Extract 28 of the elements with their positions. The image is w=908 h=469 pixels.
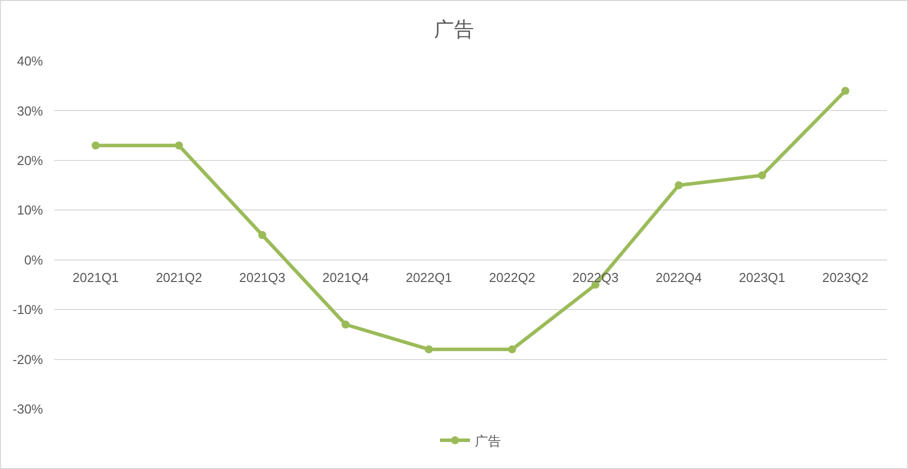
x-tick-label: 2023Q1 <box>738 270 786 285</box>
point <box>258 231 266 239</box>
y-tick-label: -30% <box>12 402 44 417</box>
y-tick-label: 30% <box>16 103 44 118</box>
x-tick-label: 2023Q2 <box>822 270 868 285</box>
x-tick-label: 2021Q2 <box>156 270 202 285</box>
y-tick-label: 0% <box>24 252 44 268</box>
point <box>841 86 850 95</box>
y-tick-label: -10% <box>12 302 44 318</box>
x-tick-label: 2021Q3 <box>239 270 286 285</box>
point <box>674 181 683 190</box>
x-tick-label: 2021Q4 <box>322 270 369 285</box>
point <box>92 142 100 150</box>
y-tick-label: -20% <box>12 352 44 367</box>
x-tick-label: 2021Q1 <box>72 270 119 285</box>
x-tick-label: 2022Q4 <box>656 270 702 285</box>
chart-title: 广告 <box>434 19 474 42</box>
x-tick-label: 2022Q1 <box>406 270 452 285</box>
y-tick-label: 40% <box>16 54 44 69</box>
point <box>342 320 350 328</box>
point <box>174 142 183 150</box>
y-tick-label: 20% <box>16 152 44 168</box>
y-tick-label: 10% <box>16 202 44 218</box>
point <box>508 345 516 354</box>
point <box>758 171 766 180</box>
x-tick-label: 2022Q2 <box>489 270 536 285</box>
legend-label: 广告 <box>475 433 501 448</box>
point <box>424 345 433 354</box>
